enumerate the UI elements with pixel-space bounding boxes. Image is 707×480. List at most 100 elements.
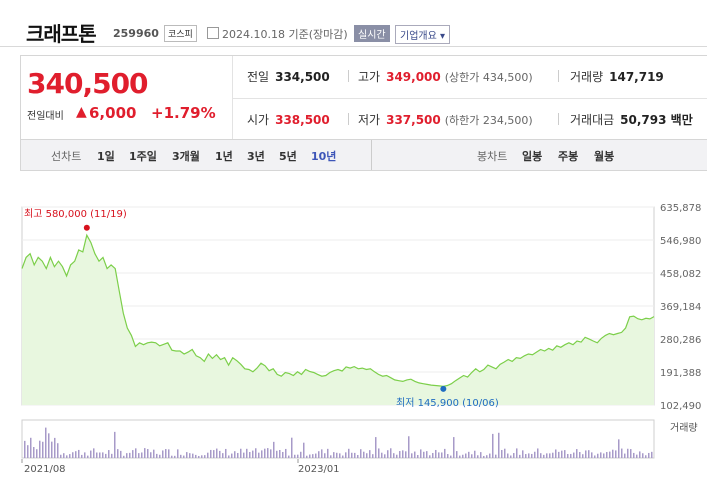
lower-limit: (하한가 234,500): [444, 114, 533, 127]
high-marker[interactable]: [83, 224, 90, 231]
x-label: 2023/01: [298, 464, 340, 475]
price-chart[interactable]: 635,878 546,980 458,082 369,184 280,286 …: [0, 195, 707, 480]
volume-bar: [207, 452, 209, 458]
volume-bar: [540, 453, 542, 458]
volume-bar: [306, 455, 308, 458]
tab-daily[interactable]: 일봉: [522, 150, 543, 163]
volume-bar: [45, 427, 47, 458]
volume-bar: [405, 451, 407, 458]
volume-bar: [114, 431, 116, 458]
volume-bar: [567, 453, 569, 458]
market-badge: 코스피: [164, 25, 197, 42]
volume-bar: [594, 455, 596, 458]
volume-bar: [462, 454, 464, 458]
volume-bar: [459, 455, 461, 458]
volume-bar: [309, 454, 311, 458]
volume-bar: [504, 448, 506, 458]
tab-weekly[interactable]: 주봉: [558, 150, 579, 163]
volume-bar: [66, 455, 68, 458]
volume-bar: [36, 449, 38, 458]
candle-chart-label[interactable]: 봉차트: [477, 150, 508, 163]
volume-bar: [303, 442, 305, 458]
volume-bar: [342, 455, 344, 458]
volume-bar: [396, 454, 398, 458]
volume-bar: [297, 454, 299, 458]
volume-bar: [558, 451, 560, 458]
y-tick: 369,184: [660, 302, 701, 313]
high-label: 고가: [358, 70, 381, 84]
tab-1d[interactable]: 1일: [97, 150, 115, 163]
tab-3y[interactable]: 3년: [247, 150, 265, 163]
volume-bar: [231, 453, 233, 458]
volume-bar: [561, 450, 563, 458]
volume-bar: [165, 449, 167, 458]
price-date: 2024.10.18 기준(장마감): [222, 28, 348, 41]
volume-bar: [333, 452, 335, 458]
volume-bar: [216, 448, 218, 458]
open-value: 338,500: [275, 113, 330, 127]
volume-bar: [51, 441, 53, 458]
volume-bar: [267, 448, 269, 458]
divider: [558, 70, 559, 82]
volume-bar: [630, 449, 632, 458]
volume-bar: [393, 453, 395, 458]
volume-bar: [27, 445, 29, 458]
tab-1w[interactable]: 1주일: [129, 150, 157, 163]
y-tick: 546,980: [660, 236, 701, 247]
volume-bar: [642, 453, 644, 458]
volume-bar: [30, 437, 32, 458]
corp-info-dropdown[interactable]: 기업개요 ▾: [395, 25, 450, 44]
volume-bar: [483, 455, 485, 458]
volume-bar: [606, 452, 608, 458]
volume-bar: [252, 450, 254, 458]
volume-label: 거래량: [670, 422, 698, 434]
change-percent: +1.79%: [151, 104, 216, 122]
volume-bar: [48, 433, 50, 458]
tab-10y[interactable]: 10년: [311, 150, 337, 163]
volume-bar: [192, 453, 194, 458]
volume-bar: [225, 448, 227, 458]
volume-bar: [312, 454, 314, 458]
volume-bar: [123, 455, 125, 458]
volume-bar: [516, 448, 518, 458]
stock-code: 259960: [113, 27, 159, 40]
volume-bar: [546, 453, 548, 458]
volume-bar: [585, 450, 587, 458]
tab-5y[interactable]: 5년: [279, 150, 297, 163]
volume-bar: [579, 452, 581, 458]
volume-bar: [126, 453, 128, 458]
volume-bar: [102, 452, 104, 458]
volume-bar: [90, 450, 92, 458]
stock-header: 크래프톤 259960 코스피 2024.10.18 기준(장마감) 실시간 기…: [0, 0, 707, 47]
volume-bar: [555, 449, 557, 458]
volume-bar: [189, 453, 191, 458]
volume-bar: [564, 450, 566, 458]
volume-bar: [141, 452, 143, 458]
volume-bar: [180, 454, 182, 458]
volume-bar: [591, 452, 593, 458]
volume-bar: [510, 455, 512, 458]
line-chart-label[interactable]: 선차트: [51, 150, 82, 163]
volume-bar: [621, 448, 623, 458]
tab-1y[interactable]: 1년: [215, 150, 233, 163]
realtime-button[interactable]: 실시간: [354, 25, 390, 42]
volume-bar: [177, 449, 179, 458]
volume-bar: [420, 449, 422, 458]
volume-bar: [576, 449, 578, 458]
volume-bar: [108, 450, 110, 458]
volume-bar: [627, 448, 629, 458]
volume-bar: [534, 451, 536, 458]
tab-monthly[interactable]: 월봉: [594, 150, 615, 163]
company-name[interactable]: 크래프톤: [26, 22, 97, 46]
tab-3m[interactable]: 3개월: [172, 150, 200, 163]
low-marker[interactable]: [440, 385, 447, 392]
volume-bar: [381, 452, 383, 458]
volume-bar: [129, 452, 131, 458]
volume-bar: [111, 453, 113, 458]
volume-bar: [150, 452, 152, 458]
volume-bar: [582, 454, 584, 458]
volume-bar: [549, 453, 551, 458]
y-tick: 635,878: [660, 203, 701, 214]
volume-bar: [327, 448, 329, 458]
volume-bar: [414, 451, 416, 458]
